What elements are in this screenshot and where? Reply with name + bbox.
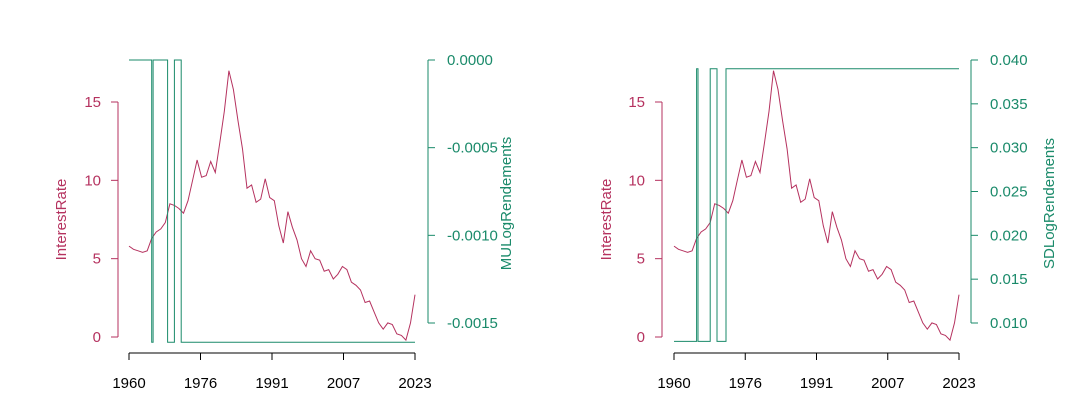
panel2-left-y-tick-label: 15 [628,94,645,111]
panel1-left-y-tick-label: 0 [93,329,101,346]
panel1-x-tick-label: 1976 [184,375,217,392]
panel1-left-y-tick-label: 5 [93,251,101,268]
panel2-right-y-tick-label: 0.040 [990,52,1028,69]
panel1-x-tick-label: 1991 [255,375,288,392]
panel1-series-right-line [129,59,415,343]
panel2-right-y-tick-label: 0.030 [990,140,1028,157]
panel2-right-y-label: SDLogRendements [1041,138,1058,269]
panel2-x-tick-label: 1960 [657,375,690,392]
panel2-series-right-line [674,68,959,342]
panel2-right-y-tick-label: 0.035 [990,96,1028,113]
panel1-x-tick-label: 2023 [398,375,431,392]
panel1-right-y-tick-label: -0.0005 [447,140,498,157]
panel2-x-tick-label: 1976 [729,375,762,392]
panel2-left-y-tick-label: 10 [628,172,645,189]
panel2-left-y-tick-label: 5 [637,251,645,268]
panel1-right-y-tick-label: 0.0000 [447,52,493,69]
panel1-series-interest-rate [128,70,416,342]
panel2-left-y-label: InterestRate [598,179,615,261]
panel2-left-y-tick-label: 0 [637,329,645,346]
panel2-series-interest-rate [673,70,960,342]
panel1-right-y-label: MULogRendements [498,137,515,270]
panel1-left-y-label: InterestRate [53,179,70,261]
panel2-right-y-tick-label: 0.020 [990,227,1028,244]
panel1-left-y-tick-label: 10 [84,172,101,189]
panel2-x-tick-label: 2007 [871,375,904,392]
panel1-x-tick-label: 2007 [327,375,360,392]
panel2-right-y-tick-label: 0.010 [990,315,1028,332]
panel1-x-tick-label: 1960 [112,375,145,392]
panel2-right-y-tick-label: 0.025 [990,184,1028,201]
panel2-x-tick-label: 2023 [942,375,975,392]
panel2-x-tick-label: 1991 [800,375,833,392]
panel2-right-y-tick-label: 0.015 [990,271,1028,288]
panel1-right-y-tick-label: -0.0015 [447,315,498,332]
panel1-left-y-tick-label: 15 [84,94,101,111]
panel1-right-y-tick-label: -0.0010 [447,227,498,244]
